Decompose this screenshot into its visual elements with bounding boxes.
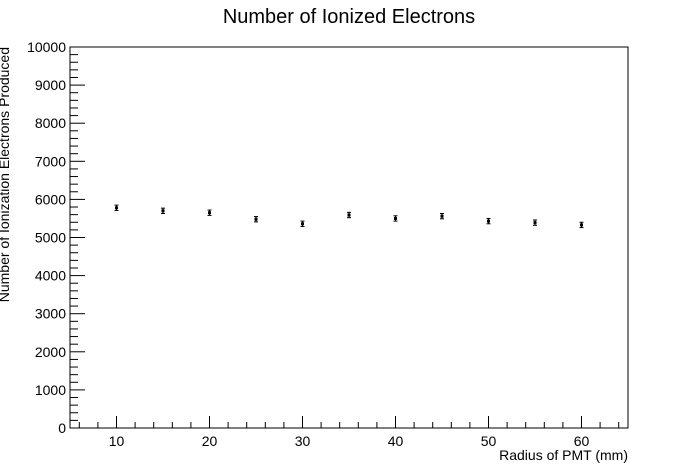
y-tick-label: 3000 xyxy=(35,306,66,322)
marker xyxy=(533,221,537,225)
data-point xyxy=(114,204,119,211)
data-points xyxy=(114,204,584,229)
x-axis-title: Radius of PMT (mm) xyxy=(499,447,628,463)
marker xyxy=(115,206,118,210)
data-point xyxy=(254,216,258,223)
y-tick-label: 10000 xyxy=(27,39,66,55)
marker xyxy=(301,222,304,226)
x-tick-label: 10 xyxy=(109,433,125,449)
y-tick-label: 8000 xyxy=(35,115,66,131)
data-point xyxy=(161,207,165,214)
data-point xyxy=(579,221,584,229)
y-tick-label: 6000 xyxy=(35,191,66,207)
data-point xyxy=(207,209,212,216)
data-point xyxy=(393,215,398,222)
marker xyxy=(487,219,490,223)
x-tick-label: 30 xyxy=(295,433,311,449)
y-tick-label: 4000 xyxy=(35,268,66,284)
data-point xyxy=(300,220,305,227)
plot-frame xyxy=(69,46,629,429)
data-point xyxy=(486,217,491,225)
marker xyxy=(440,214,444,218)
x-axis: 10 20 30 40 50 60 xyxy=(78,416,620,449)
y-tick-label: 9000 xyxy=(35,77,66,93)
y-axis-title: Number of Ionization Electrons Produced xyxy=(0,47,12,302)
data-point xyxy=(347,211,351,219)
marker xyxy=(254,217,258,221)
marker xyxy=(394,216,397,220)
data-point xyxy=(440,212,444,220)
marker xyxy=(208,211,211,215)
x-tick-label: 40 xyxy=(388,433,404,449)
y-tick-label: 7000 xyxy=(35,153,66,169)
x-tick-label: 50 xyxy=(481,433,497,449)
x-tick-label: 60 xyxy=(574,433,590,449)
y-tick-label: 1000 xyxy=(35,382,66,398)
y-axis: 0 1000 2000 3000 4000 5000 6000 7000 8000 9000 100… xyxy=(27,39,85,436)
chart-title: Number of Ionized Electrons xyxy=(223,6,475,28)
y-tick-label: 5000 xyxy=(35,230,66,246)
y-tick-label: 0 xyxy=(58,420,66,436)
y-tick-label: 2000 xyxy=(35,344,66,360)
marker xyxy=(580,223,583,227)
data-point xyxy=(533,219,537,226)
marker xyxy=(161,209,165,213)
x-tick-label: 20 xyxy=(202,433,218,449)
marker xyxy=(347,213,351,217)
